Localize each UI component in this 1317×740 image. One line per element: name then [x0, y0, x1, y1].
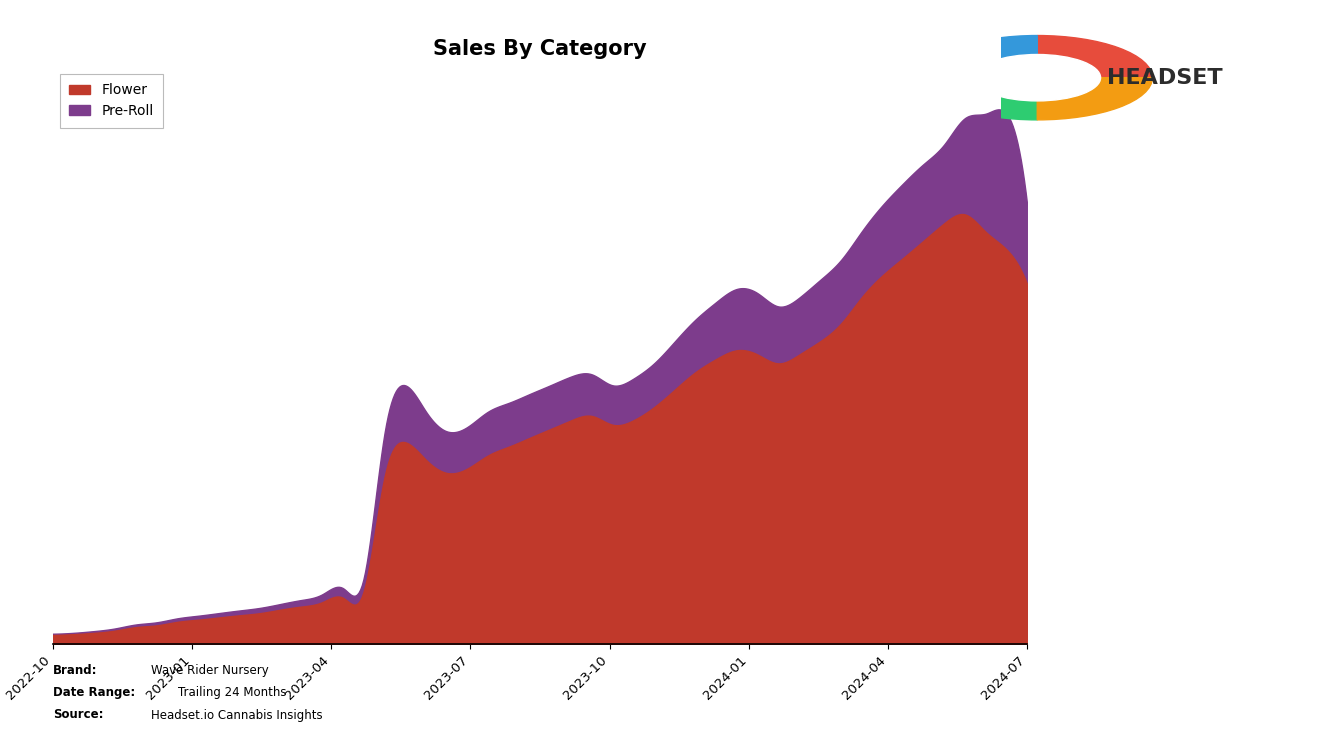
- Text: Date Range:: Date Range:: [53, 686, 134, 699]
- Text: Brand:: Brand:: [53, 664, 97, 677]
- Text: Headset.io Cannabis Insights: Headset.io Cannabis Insights: [151, 708, 323, 722]
- Legend: Flower, Pre-Roll: Flower, Pre-Roll: [59, 73, 163, 128]
- Title: Sales By Category: Sales By Category: [433, 39, 647, 59]
- Wedge shape: [1038, 78, 1152, 120]
- Wedge shape: [922, 36, 1038, 78]
- Wedge shape: [922, 78, 1038, 120]
- Text: Trailing 24 Months: Trailing 24 Months: [178, 686, 286, 699]
- Text: HEADSET: HEADSET: [1106, 67, 1222, 88]
- Text: Source:: Source:: [53, 708, 103, 722]
- Circle shape: [975, 55, 1101, 101]
- Wedge shape: [1038, 36, 1152, 78]
- Text: Wave Rider Nursery: Wave Rider Nursery: [151, 664, 269, 677]
